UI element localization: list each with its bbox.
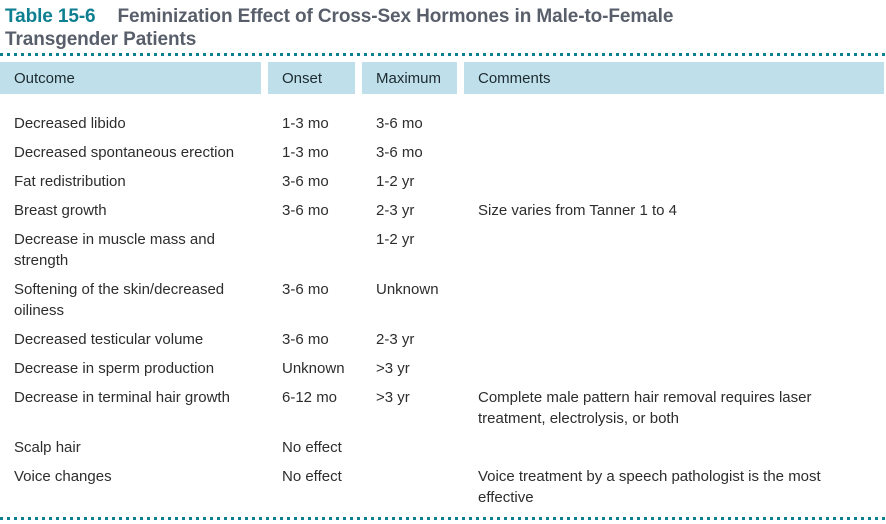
cell-comments bbox=[464, 142, 886, 163]
table-row: Decrease in sperm production Unknown >3 … bbox=[0, 354, 886, 383]
cell-outcome: Decreased libido bbox=[14, 115, 126, 132]
cell-maximum: 2-3 yr bbox=[376, 202, 415, 219]
table-row: Scalp hair No effect bbox=[0, 433, 886, 462]
cell-outcome: Decreased testicular volume bbox=[14, 331, 204, 348]
cell-onset: 1-3 mo bbox=[282, 115, 329, 132]
bottom-dotted-rule bbox=[0, 517, 886, 520]
table-caption-line2: Transgender Patients bbox=[5, 28, 197, 50]
table-body: Decreased libido 1-3 mo 3-6 mo Decreased… bbox=[0, 94, 886, 512]
cell-onset: 3-6 mo bbox=[282, 173, 329, 190]
cell-onset: 3-6 mo bbox=[282, 281, 329, 298]
cell-onset: 3-6 mo bbox=[282, 331, 329, 348]
cell-comments bbox=[464, 113, 886, 134]
cell-comments bbox=[464, 358, 886, 379]
table-row: Fat redistribution 3-6 mo 1-2 yr bbox=[0, 167, 886, 196]
column-header-onset: Onset bbox=[268, 62, 362, 94]
cell-comments bbox=[464, 279, 886, 321]
table-row: Voice changes No effect Voice treatment … bbox=[0, 462, 886, 512]
cell-onset: Unknown bbox=[282, 360, 345, 377]
table-caption-line1: Feminization Effect of Cross-Sex Hormone… bbox=[117, 6, 674, 27]
table-row: Decreased spontaneous erection 1-3 mo 3-… bbox=[0, 138, 886, 167]
table-number: Table 15-6 bbox=[5, 6, 96, 27]
cell-onset: No effect bbox=[282, 468, 342, 485]
cell-comments bbox=[464, 437, 886, 458]
table-row: Softening of the skin/decreased oiliness… bbox=[0, 275, 886, 325]
cell-outcome: Decrease in sperm production bbox=[14, 360, 215, 377]
cell-maximum bbox=[362, 466, 464, 508]
cell-onset: No effect bbox=[282, 439, 342, 456]
table-title: Table 15-6 Feminization Effect of Cross-S… bbox=[0, 0, 886, 51]
cell-maximum: 3-6 mo bbox=[376, 144, 423, 161]
table-title-line1: Table 15-6 Feminization Effect of Cross-S… bbox=[5, 6, 878, 29]
cell-outcome: Decrease in terminal hair growth bbox=[14, 389, 230, 406]
column-header-maximum: Maximum bbox=[362, 62, 464, 94]
cell-maximum: >3 yr bbox=[376, 360, 410, 377]
table-header-row: Outcome Onset Maximum Comments bbox=[0, 62, 884, 94]
cell-comments: Size varies from Tanner 1 to 4 bbox=[478, 202, 677, 219]
cell-comments: Voice treatment by a speech pathologist … bbox=[478, 468, 821, 506]
cell-onset bbox=[268, 229, 362, 271]
cell-outcome: Voice changes bbox=[14, 468, 112, 485]
cell-outcome: Decreased spontaneous erection bbox=[14, 144, 235, 161]
table-row: Decrease in muscle mass and strength 1-2… bbox=[0, 225, 886, 275]
cell-outcome: Softening of the skin/decreased oiliness bbox=[14, 281, 225, 319]
column-header-comments: Comments bbox=[464, 62, 884, 94]
cell-comments bbox=[464, 171, 886, 192]
cell-maximum: Unknown bbox=[376, 281, 439, 298]
cell-outcome: Fat redistribution bbox=[14, 173, 126, 190]
cell-maximum: 2-3 yr bbox=[376, 331, 415, 348]
cell-onset: 3-6 mo bbox=[282, 202, 329, 219]
cell-maximum: 1-2 yr bbox=[376, 231, 415, 248]
cell-comments bbox=[464, 229, 886, 271]
cell-comments: Complete male pattern hair removal requi… bbox=[478, 389, 812, 427]
column-header-outcome: Outcome bbox=[0, 62, 268, 94]
table-row: Decreased testicular volume 3-6 mo 2-3 y… bbox=[0, 325, 886, 354]
table-row: Decrease in terminal hair growth 6-12 mo… bbox=[0, 383, 886, 433]
cell-maximum: >3 yr bbox=[376, 389, 410, 406]
cell-outcome: Scalp hair bbox=[14, 439, 81, 456]
cell-maximum: 3-6 mo bbox=[376, 115, 423, 132]
table-row: Breast growth 3-6 mo 2-3 yr Size varies … bbox=[0, 196, 886, 225]
cell-onset: 1-3 mo bbox=[282, 144, 329, 161]
cell-outcome: Decrease in muscle mass and strength bbox=[14, 231, 215, 269]
cell-onset: 6-12 mo bbox=[282, 389, 338, 406]
cell-comments bbox=[464, 329, 886, 350]
cell-outcome: Breast growth bbox=[14, 202, 107, 219]
cell-maximum bbox=[362, 437, 464, 458]
cell-maximum: 1-2 yr bbox=[376, 173, 415, 190]
table-row: Decreased libido 1-3 mo 3-6 mo bbox=[0, 109, 886, 138]
top-dotted-rule bbox=[0, 53, 886, 56]
